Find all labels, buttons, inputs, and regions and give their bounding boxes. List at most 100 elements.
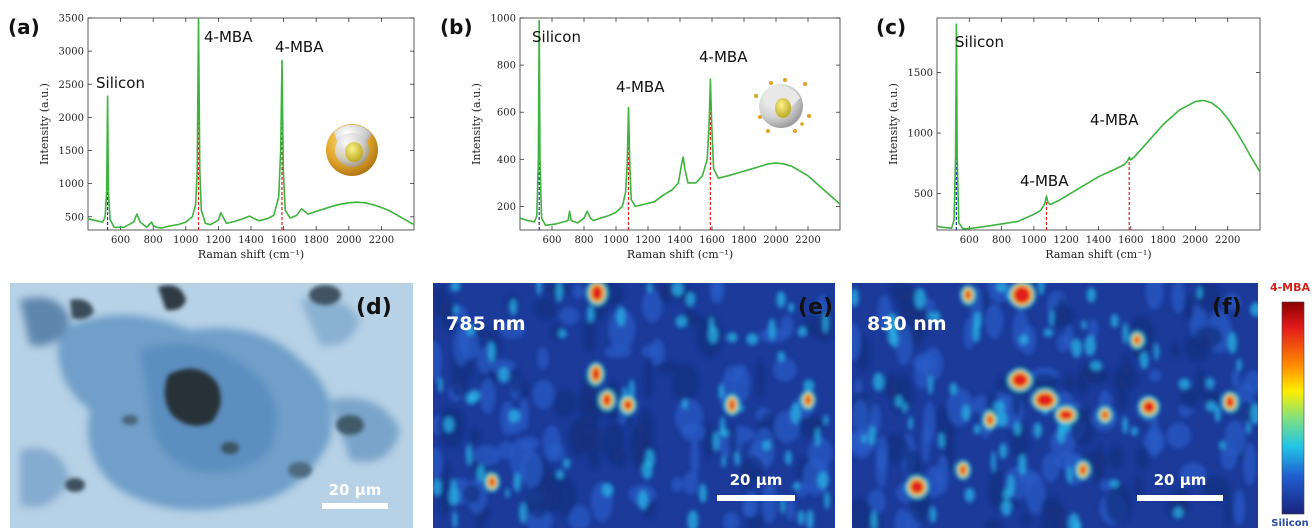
raman-map-e (433, 283, 835, 528)
map-texture (488, 359, 517, 374)
map-texture (1243, 442, 1257, 486)
map-texture (452, 510, 458, 528)
map-texture (1048, 304, 1075, 329)
map-texture (521, 379, 530, 402)
x-tick-label: 1800 (731, 235, 756, 246)
peak-annotation: 4-MBA (616, 78, 665, 96)
map-texture (792, 481, 800, 491)
map-texture (995, 411, 1008, 428)
map-texture (687, 510, 699, 528)
map-texture (868, 425, 876, 446)
map-texture (672, 363, 699, 403)
map-texture (608, 308, 636, 351)
map-texture (1139, 351, 1149, 370)
map-texture (553, 476, 576, 517)
map-texture (797, 510, 805, 526)
map-texture (602, 483, 614, 497)
peak-annotation: 4-MBA (699, 48, 748, 66)
map-texture (895, 395, 903, 408)
map-hotspot (910, 480, 924, 494)
map-texture (784, 450, 792, 466)
x-tick-label: 800 (574, 235, 593, 246)
x-tick-label: 1400 (1086, 235, 1111, 246)
map-texture (674, 398, 703, 435)
peak-annotation: Silicon (96, 74, 145, 92)
x-tick-label: 2000 (336, 235, 361, 246)
map-texture (1196, 367, 1205, 396)
map-texture (1090, 360, 1103, 371)
map-texture (914, 288, 926, 309)
map-texture (671, 477, 683, 493)
map-texture (587, 426, 601, 471)
map-texture (785, 496, 796, 521)
map-texture (1179, 386, 1198, 409)
map-texture (985, 303, 1004, 339)
x-tick-label: 1000 (173, 235, 198, 246)
map-texture (1233, 489, 1246, 526)
map-texture (685, 292, 696, 307)
map-texture (443, 416, 455, 433)
map-texture (762, 482, 777, 524)
y-tick-label: 1000 (908, 129, 933, 140)
y-tick-label: 200 (497, 202, 516, 213)
map-texture (551, 389, 578, 417)
map-texture (1250, 403, 1258, 425)
map-texture (499, 320, 526, 339)
panel-label-d: (d) (356, 295, 392, 320)
map-texture (1056, 503, 1066, 528)
map-texture (905, 449, 922, 483)
map-texture (887, 327, 896, 345)
map-texture (613, 447, 628, 468)
map-texture (1122, 416, 1129, 434)
map-texture (1153, 343, 1160, 361)
map-texture (451, 374, 467, 397)
map-hotspot (489, 477, 495, 487)
map-texture (995, 283, 1007, 293)
map-texture (513, 473, 521, 492)
x-tick-label: 1400 (667, 235, 692, 246)
y-tick-label: 400 (497, 155, 516, 166)
map-texture (637, 408, 654, 448)
map-texture (1224, 491, 1233, 528)
map-texture (641, 344, 659, 358)
map-texture (1086, 287, 1096, 303)
map-texture (476, 465, 486, 483)
x-tick-label: 1200 (635, 235, 660, 246)
map-texture (927, 375, 934, 395)
map-texture (755, 359, 765, 399)
map-texture (884, 373, 898, 400)
x-tick-label: 1400 (238, 235, 263, 246)
map-texture (762, 440, 772, 451)
map-texture (728, 423, 738, 458)
x-tick-label: 600 (542, 235, 561, 246)
map-texture (1232, 401, 1257, 421)
y-axis-title: Intensity (a.u.) (887, 83, 900, 165)
map-texture (1173, 507, 1184, 519)
map-texture (718, 384, 724, 400)
map-texture (480, 377, 496, 414)
panel-label-c: (c) (876, 15, 906, 39)
map-texture (462, 484, 481, 503)
panel-label-f: (f) (1212, 295, 1242, 320)
map-texture (1214, 405, 1221, 423)
map-texture (466, 324, 475, 336)
map-texture (777, 351, 785, 362)
map-texture (961, 404, 971, 421)
x-tick-label: 2200 (795, 235, 820, 246)
map-texture (923, 401, 936, 445)
x-tick-label: 1600 (271, 235, 296, 246)
map-texture (1179, 462, 1207, 485)
map-hotspot (1226, 396, 1234, 408)
spectrum-line (87, 18, 415, 229)
scale-bar-label-d: 20 μm (329, 481, 382, 499)
map-texture (991, 451, 996, 473)
scale-bar-label-f: 20 μm (1154, 471, 1207, 489)
spectrum-chart-c: 600 800 1000 1200 1400 1600 1800 2000 2200 500 100… (887, 17, 1261, 261)
map-texture (465, 393, 477, 405)
map-texture (675, 315, 688, 328)
x-tick-label: 1200 (1053, 235, 1078, 246)
map-texture (912, 352, 937, 373)
map-hotspot (965, 290, 971, 300)
map-texture (719, 428, 729, 438)
map-texture (684, 306, 694, 322)
